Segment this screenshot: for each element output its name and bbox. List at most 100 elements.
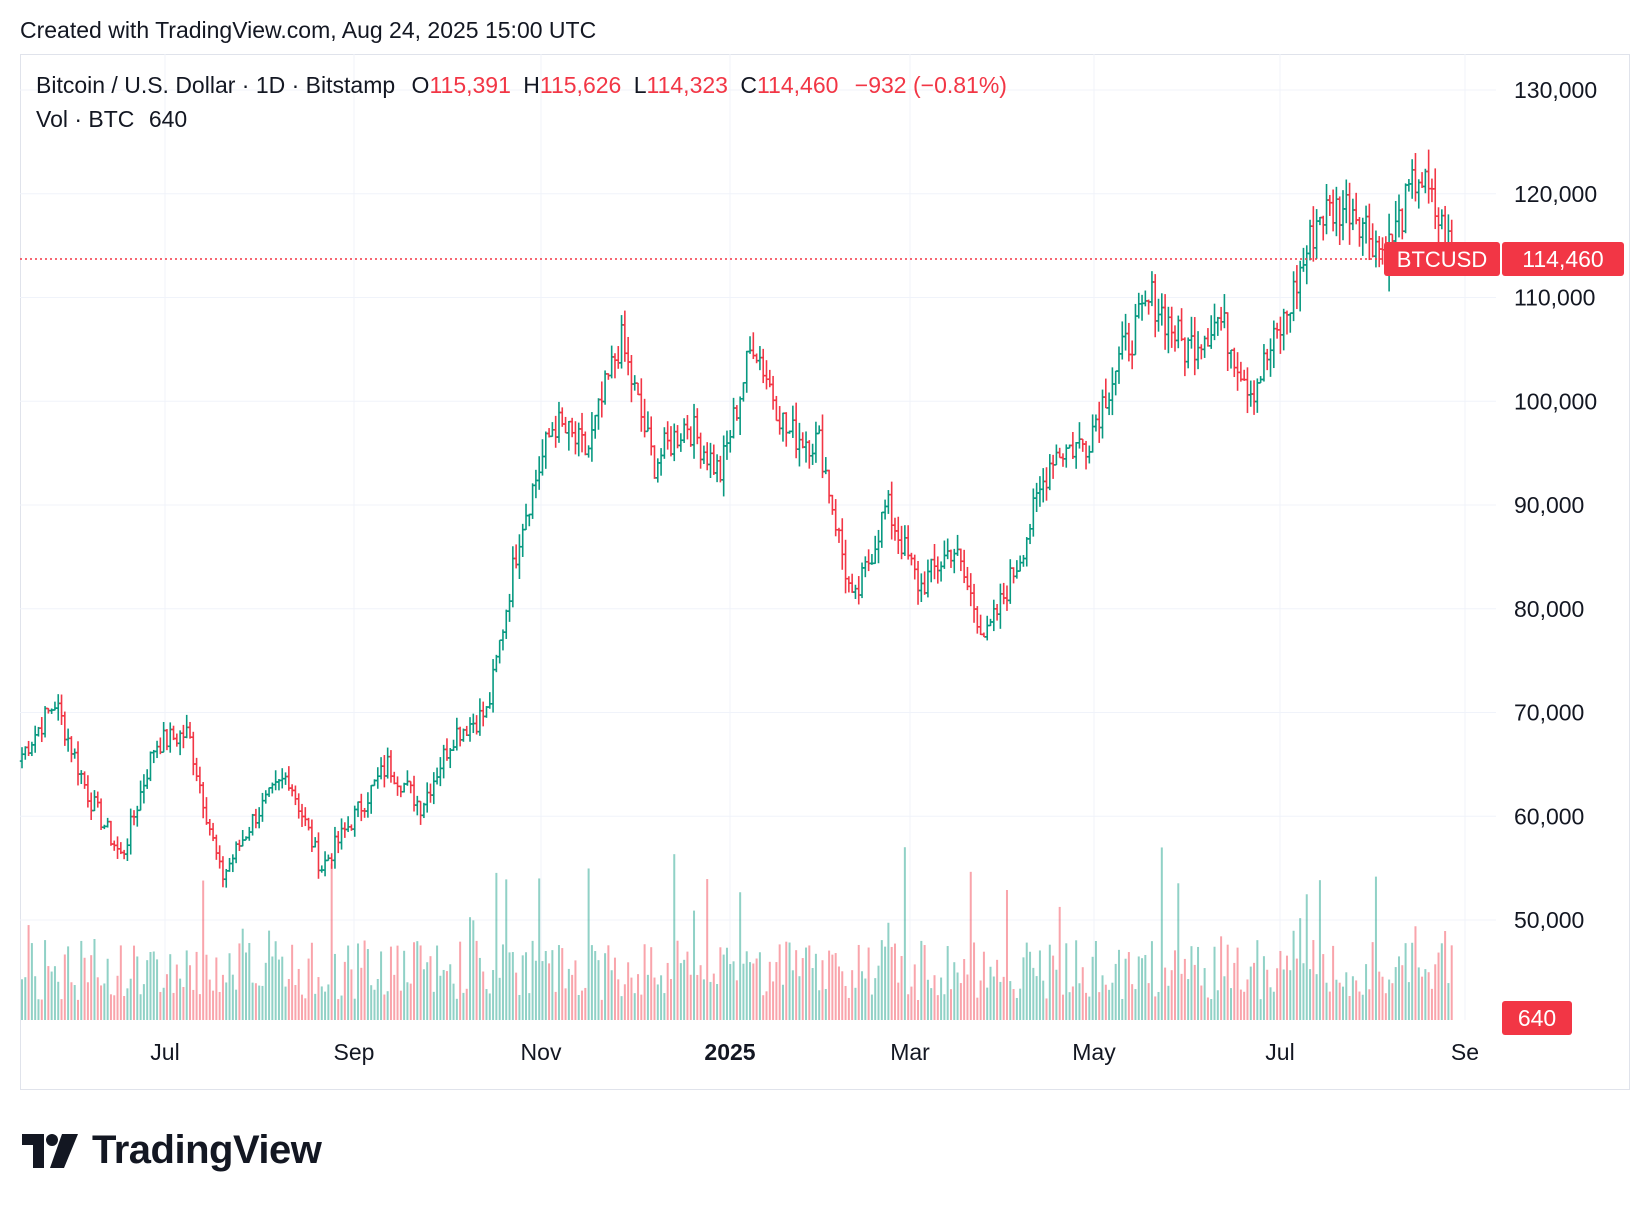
volume-bar bbox=[857, 944, 860, 1020]
ohlc-bar bbox=[741, 381, 746, 402]
volume-bar bbox=[805, 947, 808, 1020]
ohlc-bar bbox=[1110, 367, 1115, 416]
volume-bar bbox=[492, 970, 495, 1020]
ohlc-bar bbox=[319, 865, 324, 873]
volume-bar bbox=[953, 962, 956, 1020]
ohlc-bar bbox=[434, 767, 440, 785]
price-tick-label: 100,000 bbox=[1514, 388, 1597, 414]
volume-bar bbox=[969, 871, 972, 1020]
volume-bar bbox=[1253, 962, 1256, 1020]
ohlc-bar bbox=[971, 583, 977, 623]
ohlc-bar bbox=[42, 706, 48, 738]
ohlc-bar bbox=[1337, 196, 1342, 246]
ohlc-bar bbox=[1054, 444, 1059, 466]
volume-bar bbox=[1141, 958, 1144, 1020]
volume-bar bbox=[314, 993, 317, 1020]
ohlc-bar bbox=[1304, 245, 1309, 285]
ohlc-bar bbox=[1235, 352, 1240, 391]
ohlc-bar bbox=[1271, 320, 1277, 369]
volume-bar bbox=[1183, 958, 1186, 1020]
volume-bar bbox=[465, 988, 468, 1020]
ohlc-bar bbox=[108, 820, 114, 846]
ohlc-bar bbox=[247, 826, 252, 841]
volume-bar bbox=[271, 956, 274, 1020]
volume-bar bbox=[403, 950, 406, 1020]
volume-bar bbox=[604, 953, 607, 1020]
volume-bar bbox=[251, 982, 254, 1020]
volume-bar bbox=[999, 981, 1002, 1020]
volume-bar bbox=[1111, 982, 1114, 1020]
volume-bar bbox=[330, 863, 333, 1020]
volume-bar bbox=[749, 962, 752, 1020]
ohlc-bar bbox=[207, 818, 212, 836]
ohlc-bar bbox=[1050, 454, 1056, 479]
volume-bar bbox=[851, 970, 854, 1020]
ohlc-bar bbox=[168, 722, 173, 753]
ohlc-bar bbox=[448, 748, 453, 769]
ohlc-bar bbox=[194, 757, 199, 782]
volume-bar bbox=[1048, 944, 1051, 1020]
ohlc-bar bbox=[306, 817, 311, 831]
volume-bar bbox=[53, 966, 56, 1020]
ohlc-bar bbox=[527, 513, 532, 527]
ohlc-bar bbox=[39, 717, 44, 743]
ohlc-bar bbox=[385, 747, 390, 779]
volume-bar bbox=[1098, 992, 1101, 1020]
ohlc-bar bbox=[569, 417, 575, 438]
ohlc-bar bbox=[1017, 555, 1023, 572]
ohlc-bar bbox=[583, 431, 588, 456]
ohlc-bar bbox=[945, 538, 950, 560]
volume-bar bbox=[419, 945, 422, 1020]
volume-bar bbox=[893, 943, 896, 1020]
volume-bar bbox=[1401, 965, 1404, 1020]
last-price-tag: 114,460 bbox=[1502, 242, 1624, 276]
volume-bar bbox=[1378, 971, 1381, 1020]
ohlc-bar bbox=[994, 603, 1000, 621]
ohlc-bar bbox=[79, 770, 84, 784]
ohlc-bar bbox=[803, 431, 809, 463]
ohlc-bar bbox=[256, 807, 262, 829]
volume-bar bbox=[884, 946, 887, 1020]
volume-bar bbox=[113, 995, 116, 1020]
volume-bar bbox=[73, 985, 76, 1020]
ohlc-bar bbox=[849, 573, 855, 593]
time-tick-label: Jul bbox=[1265, 1039, 1294, 1065]
ohlc-bar bbox=[718, 455, 723, 483]
volume-bar bbox=[1164, 967, 1167, 1020]
volume-bar bbox=[1371, 942, 1374, 1020]
volume-bar bbox=[136, 956, 139, 1020]
volume-bar bbox=[1269, 987, 1272, 1020]
ohlc-bar bbox=[609, 345, 614, 379]
ohlc-bar bbox=[1172, 325, 1178, 352]
price-tick-label: 70,000 bbox=[1514, 700, 1584, 726]
volume-bar bbox=[716, 984, 719, 1020]
ohlc-bar bbox=[250, 813, 255, 836]
ohlc-bar bbox=[1008, 559, 1013, 604]
volume-bar bbox=[452, 983, 455, 1020]
volume-bar bbox=[861, 971, 864, 1020]
volume-bar bbox=[640, 994, 643, 1020]
volume-bar bbox=[610, 970, 613, 1020]
volume-bar bbox=[1427, 972, 1430, 1020]
volume-bar bbox=[1078, 983, 1081, 1020]
volume-bar bbox=[90, 955, 93, 1020]
volume-bar bbox=[696, 974, 699, 1020]
ohlc-bar bbox=[187, 721, 193, 739]
ohlc-bar bbox=[174, 733, 180, 747]
ohlc-bar bbox=[800, 432, 805, 449]
volume-bar bbox=[1015, 997, 1018, 1020]
price-tick-label: 110,000 bbox=[1514, 285, 1595, 311]
volume-bar bbox=[917, 999, 920, 1020]
ohlc-bar bbox=[286, 766, 292, 791]
volume-bar bbox=[202, 880, 205, 1020]
volume-bar bbox=[287, 978, 290, 1020]
ohlc-bar bbox=[510, 546, 516, 608]
volume-bar bbox=[907, 994, 910, 1020]
created-with-caption: Created with TradingView.com, Aug 24, 20… bbox=[20, 17, 597, 43]
volume-bars bbox=[21, 847, 1453, 1020]
volume-bar bbox=[149, 952, 152, 1020]
volume-bar bbox=[956, 972, 959, 1020]
ohlc-bar bbox=[345, 816, 351, 833]
volume-bar bbox=[195, 951, 198, 1020]
